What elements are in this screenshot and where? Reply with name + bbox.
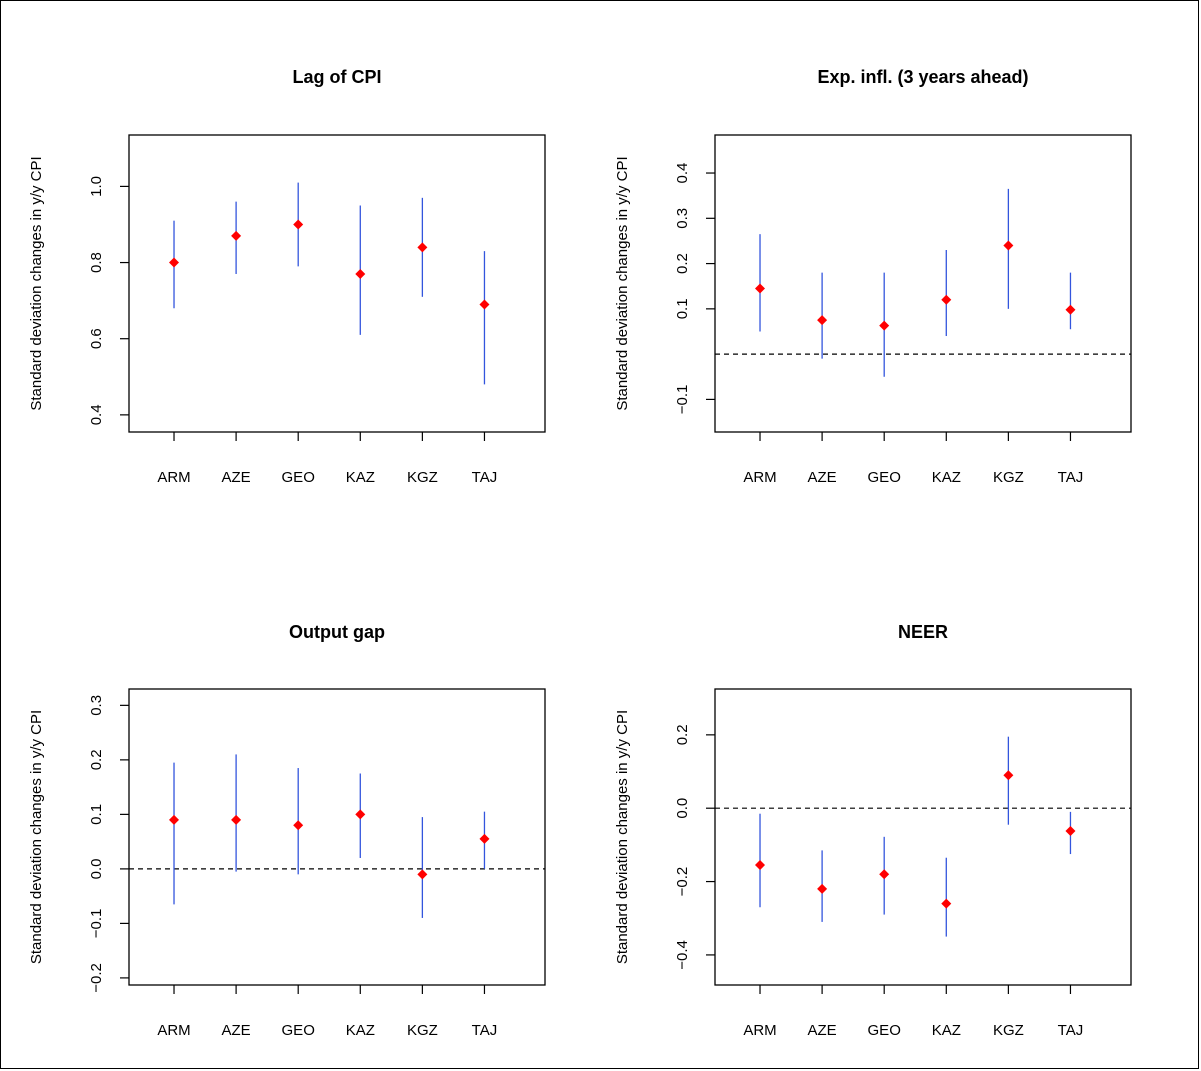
data-point [817,315,828,326]
data-point [355,809,366,820]
y-tick-label: 0.3 [674,208,691,229]
y-axis-label: Standard deviation changes in y/y CPI [28,710,45,964]
x-tick-label: ARM [743,1022,776,1039]
data-point [479,833,490,844]
x-tick-label: KAZ [346,469,375,486]
x-tick-label: KAZ [932,1022,961,1039]
chart-title: Exp. infl. (3 years ahead) [817,67,1028,87]
chart-panel: Lag of CPI Standard deviation changes in … [28,67,546,486]
y-tick-label: −0.2 [88,963,105,993]
plot-frame [714,134,1132,433]
x-tick-label: GEO [868,469,901,486]
data-point [879,869,890,880]
x-tick-label: KGZ [993,469,1024,486]
plot-frame [128,134,546,433]
x-tick-label: TAJ [1058,469,1084,486]
y-axis-label: Standard deviation changes in y/y CPI [28,156,45,410]
y-tick-label: 0.6 [88,328,105,349]
x-tick-label: GEO [282,1022,315,1039]
chart-panel: Exp. infl. (3 years ahead) Standard devia… [614,67,1132,486]
x-tick-label: AZE [222,469,251,486]
plot-frame [128,688,546,986]
data-point [169,257,180,268]
x-tick-label: AZE [222,1022,251,1039]
x-tick-label: KAZ [346,1022,375,1039]
data-point [1003,240,1014,251]
x-tick-label: TAJ [472,1022,498,1039]
data-point [231,814,242,825]
y-tick-label: 0.3 [88,695,105,716]
data-point [817,883,828,894]
y-tick-label: −0.1 [88,909,105,939]
data-point [755,283,766,294]
data-point [879,320,890,331]
y-tick-label: 0.0 [88,858,105,879]
data-point [169,814,180,825]
chart-panel: NEER Standard deviation changes in y/y CP… [614,622,1132,1039]
data-point [293,219,304,230]
data-point [1065,825,1076,836]
x-tick-label: AZE [808,469,837,486]
y-tick-label: −0.1 [674,385,691,415]
y-tick-label: 0.4 [88,404,105,425]
x-tick-label: TAJ [1058,1022,1084,1039]
data-point [355,268,366,279]
data-point [417,869,428,880]
data-point [941,294,952,305]
x-tick-label: GEO [868,1022,901,1039]
y-axis-label: Standard deviation changes in y/y CPI [614,156,631,410]
x-tick-label: KGZ [407,1022,438,1039]
y-axis-label: Standard deviation changes in y/y CPI [614,710,631,964]
y-tick-label: 0.2 [674,253,691,274]
y-tick-label: 0.4 [674,163,691,184]
data-point [293,820,304,831]
y-tick-label: −0.4 [674,940,691,970]
x-tick-label: ARM [157,469,190,486]
x-tick-label: KGZ [407,469,438,486]
plot-frame [714,688,1132,986]
data-point [231,230,242,241]
x-tick-label: KAZ [932,469,961,486]
data-point [1003,770,1014,781]
data-point [417,242,428,253]
y-tick-label: 0.8 [88,252,105,273]
x-tick-label: ARM [157,1022,190,1039]
y-tick-label: 1.0 [88,176,105,197]
x-tick-label: GEO [282,469,315,486]
y-tick-label: −0.2 [674,867,691,897]
x-tick-label: AZE [808,1022,837,1039]
data-point [941,898,952,909]
chart-title: Lag of CPI [293,67,382,87]
y-tick-label: 0.1 [88,804,105,825]
chart-title: Output gap [289,622,385,642]
x-tick-label: KGZ [993,1022,1024,1039]
x-tick-label: TAJ [472,469,498,486]
y-tick-label: 0.2 [88,749,105,770]
x-tick-label: ARM [743,469,776,486]
chart-title: NEER [898,622,948,642]
chart-panel: Output gap Standard deviation changes in … [28,622,546,1039]
data-point [479,299,490,310]
data-point [755,860,766,871]
y-tick-label: 0.0 [674,798,691,819]
data-point [1065,304,1076,315]
y-tick-label: 0.2 [674,724,691,745]
y-tick-label: 0.1 [674,298,691,319]
